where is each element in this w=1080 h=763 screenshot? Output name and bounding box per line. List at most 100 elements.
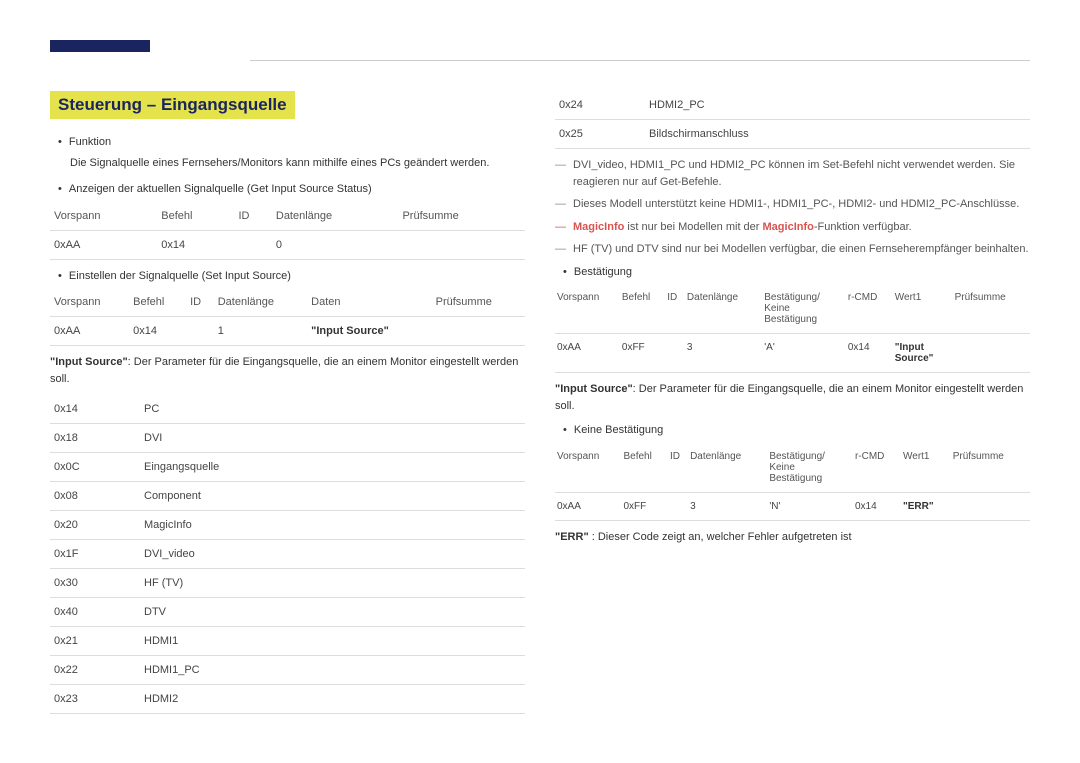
- td: 0x0C: [50, 453, 140, 482]
- td: HDMI2_PC: [645, 91, 1030, 120]
- td: HDMI1_PC: [140, 656, 525, 685]
- td: 0x22: [50, 656, 140, 685]
- th: Datenlänge: [272, 202, 399, 231]
- td: Eingangsquelle: [140, 453, 525, 482]
- th: Prüfsumme: [951, 443, 1030, 493]
- td: 0x1F: [50, 540, 140, 569]
- th: r-CMD: [846, 284, 893, 334]
- td: DVI_video: [140, 540, 525, 569]
- table-row: 0xAA 0xFF 3 'A' 0x14 "InputSource": [555, 334, 1030, 373]
- th: Vorspann: [50, 202, 157, 231]
- td: [186, 317, 214, 346]
- td: [234, 230, 271, 259]
- nak-table: Vorspann Befehl ID Datenlänge Bestätigun…: [555, 443, 1030, 521]
- table-row: 0x30HF (TV): [50, 569, 525, 598]
- table-row: 0x21HDMI1: [50, 627, 525, 656]
- table-row: 0x22HDMI1_PC: [50, 656, 525, 685]
- th: ID: [234, 202, 271, 231]
- td: 0xAA: [50, 317, 129, 346]
- th: Vorspann: [555, 284, 620, 334]
- th: ID: [665, 284, 685, 334]
- th: Daten: [307, 288, 431, 317]
- td: 0x40: [50, 598, 140, 627]
- set-source-table: Vorspann Befehl ID Datenlänge Daten Prüf…: [50, 288, 525, 346]
- th: Befehl: [621, 443, 667, 493]
- note-bold: "Input Source": [50, 356, 128, 368]
- th: Wert1: [901, 443, 951, 493]
- source-codes-table: 0x14PC0x18DVI0x0CEingangsquelle0x08Compo…: [50, 395, 525, 714]
- th: Befehl: [620, 284, 665, 334]
- th: Prüfsumme: [432, 288, 525, 317]
- note-hdmi: Dieses Modell unterstützt keine HDMI1-, …: [555, 196, 1030, 213]
- td: 0x20: [50, 511, 140, 540]
- funktion-label: Funktion: [70, 134, 525, 151]
- td: 0x18: [50, 424, 140, 453]
- td: "InputSource": [893, 334, 953, 373]
- header-line: [250, 60, 1030, 61]
- td: 0x14: [853, 492, 901, 520]
- th: Befehl: [157, 202, 234, 231]
- td: [432, 317, 525, 346]
- td: 'A': [762, 334, 846, 373]
- table-row: 0x20MagicInfo: [50, 511, 525, 540]
- err-note: "ERR" : Dieser Code zeigt an, welcher Fe…: [555, 529, 1030, 546]
- table-row: 0xAA 0x14 0: [50, 230, 525, 259]
- td: 0x23: [50, 685, 140, 714]
- table-header-row: Vorspann Befehl ID Datenlänge Bestätigun…: [555, 284, 1030, 334]
- main-columns: Steuerung – Eingangsquelle Funktion Die …: [50, 91, 1030, 722]
- note-magicinfo: MagicInfo ist nur bei Modellen mit der M…: [555, 219, 1030, 236]
- td: 1: [214, 317, 307, 346]
- td: Bildschirmanschluss: [645, 120, 1030, 149]
- td: 0xFF: [621, 492, 667, 520]
- td: MagicInfo: [140, 511, 525, 540]
- table-row: 0x24HDMI2_PC: [555, 91, 1030, 120]
- td: 0x25: [555, 120, 645, 149]
- source-codes-continued: 0x24HDMI2_PC0x25Bildschirmanschluss: [555, 91, 1030, 149]
- magicinfo-red2: MagicInfo: [763, 221, 814, 233]
- td: [951, 492, 1030, 520]
- th: ID: [668, 443, 688, 493]
- anzeigen-label: Anzeigen der aktuellen Signalquelle (Get…: [70, 181, 525, 198]
- td: 0xFF: [620, 334, 665, 373]
- td: 0x14: [157, 230, 234, 259]
- table-row: 0x18DVI: [50, 424, 525, 453]
- td: HF (TV): [140, 569, 525, 598]
- th: Bestätigung/KeineBestätigung: [762, 284, 846, 334]
- th: Prüfsumme: [398, 202, 525, 231]
- th: Datenlänge: [685, 284, 762, 334]
- section-title: Steuerung – Eingangsquelle: [50, 91, 295, 119]
- td: 0: [272, 230, 399, 259]
- th: Datenlänge: [688, 443, 767, 493]
- table-header-row: Vorspann Befehl ID Datenlänge Prüfsumme: [50, 202, 525, 231]
- td: 0x24: [555, 91, 645, 120]
- einstellen-label: Einstellen der Signalquelle (Set Input S…: [70, 268, 525, 285]
- td: HDMI1: [140, 627, 525, 656]
- td: 0x08: [50, 482, 140, 511]
- td: [953, 334, 1030, 373]
- left-column: Steuerung – Eingangsquelle Funktion Die …: [50, 91, 525, 722]
- magicinfo-red: MagicInfo: [573, 221, 624, 233]
- th: Datenlänge: [214, 288, 307, 317]
- table-header-row: Vorspann Befehl ID Datenlänge Daten Prüf…: [50, 288, 525, 317]
- input-source-note: "Input Source": Der Parameter für die Ei…: [50, 354, 525, 387]
- td: 0x14: [846, 334, 893, 373]
- td: DVI: [140, 424, 525, 453]
- nak-label: Keine Bestätigung: [575, 422, 1030, 439]
- get-status-table: Vorspann Befehl ID Datenlänge Prüfsumme …: [50, 202, 525, 260]
- td: [668, 492, 688, 520]
- table-row: 0x0CEingangsquelle: [50, 453, 525, 482]
- td: DTV: [140, 598, 525, 627]
- th: Vorspann: [555, 443, 621, 493]
- th: ID: [186, 288, 214, 317]
- table-row: 0x40DTV: [50, 598, 525, 627]
- td: 'N': [767, 492, 853, 520]
- note-dvi: DVI_video, HDMI1_PC und HDMI2_PC können …: [555, 157, 1030, 190]
- td: "ERR": [901, 492, 951, 520]
- note-hftv: HF (TV) und DTV sind nur bei Modellen ve…: [555, 241, 1030, 258]
- td: 0x14: [129, 317, 186, 346]
- header-bar: [50, 40, 150, 52]
- td: 0xAA: [555, 334, 620, 373]
- bestaetigung-label: Bestätigung: [575, 264, 1030, 281]
- table-row: 0xAA 0xFF 3 'N' 0x14 "ERR": [555, 492, 1030, 520]
- td: 0xAA: [555, 492, 621, 520]
